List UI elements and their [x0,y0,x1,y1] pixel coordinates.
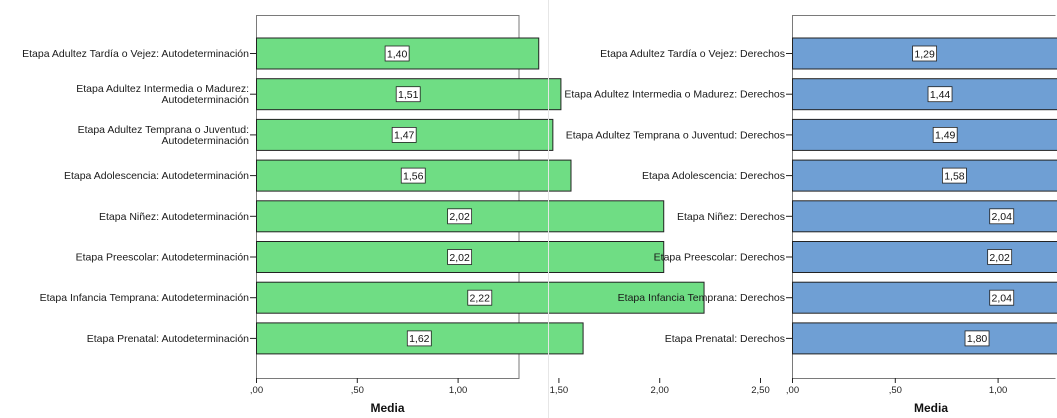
data-label-box [932,127,958,143]
bar [792,322,1057,355]
x-tick-label: ,00 [250,385,263,396]
data-label-box [467,289,493,306]
category-label: Etapa Niñez: Autodeterminación [99,211,249,223]
data-label: 2,02 [449,252,470,264]
x-tick-label: 1,00 [989,385,1008,396]
category-label: Etapa Adultez Temprana o Juventud: [78,124,249,136]
x-tick-label: 1,50 [550,385,569,396]
data-label: 1,47 [394,130,415,142]
x-tick-label: 1,00 [449,385,468,396]
category-label: Etapa Infancia Temprana: Derechos [618,292,785,304]
x-tick-label: ,50 [351,385,364,396]
category-label: Etapa Adolescencia: Derechos [642,170,785,182]
data-label-box [406,330,432,347]
category-label: Etapa Infancia Temprana: Autodeterminaci… [40,292,250,304]
data-label-box [447,208,473,225]
category-label: Etapa Adultez Tardía o Vejez: Derechos [600,48,785,60]
data-label: 1,49 [935,130,956,142]
bar [256,200,665,233]
category-label: Etapa Adultez Intermedia o Madurez: [76,83,249,95]
data-label-box [384,45,410,62]
data-label-box [912,45,938,62]
plot-frame [792,15,1057,379]
x-axis-title: Media [370,401,404,415]
x-tick-label: 2,00 [650,385,669,396]
data-label: 2,22 [470,293,491,305]
bar [256,78,562,111]
data-label-box [942,167,967,184]
category-label: Etapa Adolescencia: Autodeterminación [64,170,249,182]
category-label: Etapa Prenatal: Derechos [665,333,785,345]
data-label-box [964,330,990,347]
category-label: Autodeterminación [161,135,249,147]
x-tick-label: ,00 [786,385,799,396]
bar [792,159,1057,192]
data-label: 2,02 [989,252,1010,264]
x-axis-title: Media [914,401,948,415]
plot-frame [256,15,520,379]
bar [792,118,1057,151]
data-label: 1,44 [930,89,951,101]
data-label-box [400,167,426,184]
category-label: Etapa Niñez: Derechos [677,211,785,223]
category-label: Etapa Preescolar: Derechos [654,252,785,264]
category-label: Etapa Preescolar: Autodeterminación [76,252,250,264]
data-label-box [987,249,1013,265]
x-tick-label: 2,50 [751,385,770,396]
chart-1: Etapa Adultez Tardía o Vejez: Autodeterm… [22,15,770,415]
data-label-box [989,289,1015,306]
data-label: 1,80 [967,333,988,345]
bar [792,200,1057,233]
data-label: 2,04 [991,211,1012,223]
bar [792,78,1057,111]
bar [792,241,1057,273]
category-label: Etapa Adultez Tardía o Vejez: Autodeterm… [22,48,249,60]
data-label: 1,58 [944,170,965,182]
category-label: Etapa Adultez Intermedia o Madurez: Dere… [564,89,785,101]
data-label-box [927,86,953,103]
category-label: Autodeterminación [161,94,249,106]
bar [792,281,1057,314]
x-tick-label: ,50 [889,385,902,396]
data-label: 1,51 [398,89,419,101]
bar [256,322,584,355]
data-label-box [989,208,1015,225]
data-label: 1,29 [914,48,935,60]
data-label: 1,62 [409,333,430,345]
data-label: 2,02 [449,211,470,223]
chart-2: Etapa Adultez Tardía o Vejez: Derechos 1,… [564,15,1057,415]
data-label: 2,04 [991,293,1012,305]
data-label: 1,56 [403,170,424,182]
category-label: Etapa Adultez Temprana o Juventud: Derec… [566,129,785,141]
category-label: Etapa Prenatal: Autodeterminación [87,333,249,345]
data-label: 1,40 [387,48,408,60]
data-label-box [447,249,473,265]
data-label-box [391,127,417,143]
data-label-box [395,86,421,103]
bar [256,159,572,192]
